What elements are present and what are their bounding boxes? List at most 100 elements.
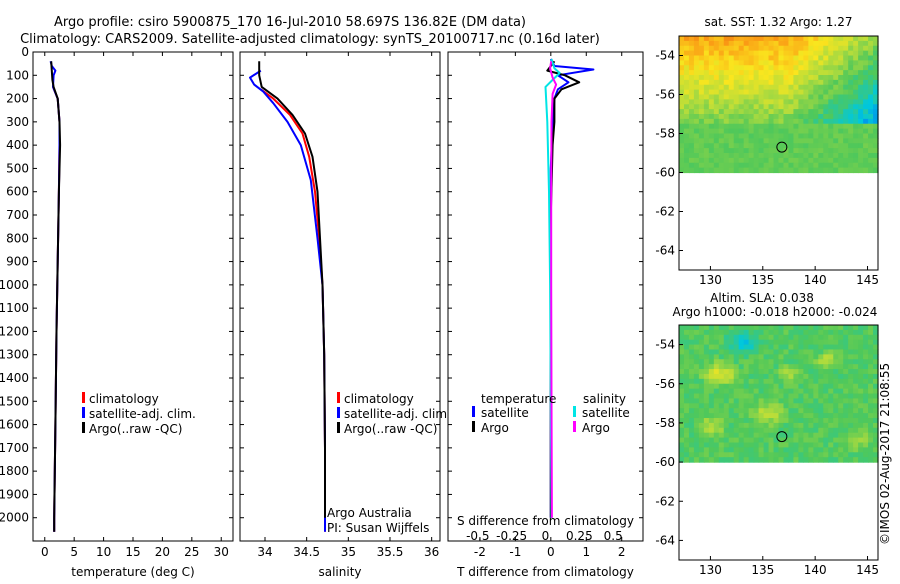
sst-map-cell <box>713 104 720 110</box>
sla-map-cell <box>828 422 834 429</box>
sst-map-cell <box>838 167 844 174</box>
sla-map-cell <box>723 334 730 341</box>
sst-map-cell <box>873 65 879 71</box>
sla-map-cell <box>788 325 795 331</box>
sst-map-cell <box>733 118 740 125</box>
sst-map-cell <box>868 104 874 110</box>
sst-map-cell <box>773 143 780 149</box>
sla-map-cell <box>788 418 795 424</box>
sla-map-cell <box>778 354 785 360</box>
sst-map-cell <box>743 167 750 174</box>
sla-map-cell <box>708 373 715 380</box>
sst-map-cell <box>723 36 730 42</box>
sst-map-cell <box>713 153 720 159</box>
sla-map-cell <box>768 334 775 341</box>
sst-map-cell <box>753 55 760 61</box>
sla-map-cell <box>728 432 735 439</box>
sst-map-cell <box>708 123 715 130</box>
sla-map-cell <box>713 325 720 331</box>
sst-map-cell <box>758 55 765 61</box>
sst-map-cell <box>748 70 755 76</box>
sla-map-cell <box>723 339 730 346</box>
sla-map-cell <box>693 359 700 365</box>
sst-map-cell <box>813 133 819 139</box>
sst-map-cell <box>818 128 824 135</box>
sst-map-cell <box>763 153 770 159</box>
sla-map-cell <box>788 383 795 390</box>
sst-map-cell <box>738 60 745 66</box>
sla-map-cell <box>873 344 879 351</box>
sla-map-cell <box>873 349 879 355</box>
sla-map-cell <box>733 364 740 370</box>
sst-map-cell <box>838 143 844 149</box>
differences-xtick-label: 2 <box>618 545 626 559</box>
sst-map-cell <box>808 118 814 125</box>
sst-map-cell <box>748 36 755 42</box>
sst-map-cell <box>853 99 859 105</box>
sst-map-cell <box>808 133 814 139</box>
sst-map-cell <box>698 50 705 57</box>
sst-map-cell <box>778 148 785 154</box>
sla-map-cell <box>833 408 839 414</box>
sst-map-cell <box>848 55 854 61</box>
sla-map-cell <box>758 344 765 351</box>
sla-map-cell <box>733 437 740 444</box>
sst-map-cell <box>848 50 854 57</box>
sla-map-cell <box>843 442 849 448</box>
sst-map-cell <box>703 104 710 110</box>
sst-map-cell <box>703 148 710 154</box>
sst-map-cell <box>848 36 854 42</box>
sla-map-cell <box>873 413 879 419</box>
sst-map-cell <box>838 157 844 164</box>
sla-map-cell <box>679 413 685 419</box>
sla-map-cell <box>798 359 804 365</box>
sla-map-cell <box>713 427 720 434</box>
legend-label-s: satellite <box>582 406 630 420</box>
sla-map-cell <box>868 344 874 351</box>
sla-map-cell <box>788 359 795 365</box>
sla-map-cell <box>853 408 859 414</box>
sst-map-cell <box>818 118 824 125</box>
sla-map-cell <box>683 369 690 375</box>
sla-map-cell <box>798 413 804 419</box>
sla-map-cell <box>853 383 859 390</box>
sla-map-cell <box>743 393 750 400</box>
sst-map-cell <box>733 167 740 174</box>
sla-map-cell <box>738 388 745 395</box>
sla-map-cell <box>679 418 685 424</box>
sst-map-cell <box>733 60 740 66</box>
sst-map-cell <box>773 60 780 66</box>
sla-map-cell <box>808 422 814 429</box>
sst-map-cell <box>858 40 864 47</box>
sla-map-cell <box>728 344 735 351</box>
sla-map-cell <box>828 403 834 409</box>
sla-map-cell <box>813 398 819 404</box>
sla-map-cell <box>688 393 695 400</box>
sla-map-cell <box>828 418 834 424</box>
sla-map-cell <box>683 447 690 453</box>
sla-map-cell <box>863 442 869 448</box>
sla-map-cell <box>693 408 700 414</box>
sst-map-cell <box>773 133 780 139</box>
sst-map-cell <box>868 94 874 100</box>
sst-map-cell <box>868 40 874 47</box>
sst-map-cell <box>688 104 695 110</box>
sla-map-cell <box>708 349 715 355</box>
sst-map-cell <box>863 162 869 169</box>
sla-map-cell <box>843 349 849 355</box>
sla-map-cell <box>838 422 844 429</box>
sla-map-cell <box>688 418 695 424</box>
sla-map-cell <box>798 447 804 453</box>
sst-map-cell <box>768 70 775 76</box>
sla-map-cell <box>728 383 735 390</box>
sla-map-cell <box>723 437 730 444</box>
sst-map-cell <box>823 40 829 47</box>
sla-map-cell <box>718 329 725 336</box>
sla-map-cell <box>768 457 775 463</box>
sst-map-cell <box>813 99 819 105</box>
sla-map-cell <box>693 349 700 355</box>
sst-map-cell <box>683 148 690 154</box>
sla-map-cell <box>823 383 829 390</box>
sla-map-cell <box>863 378 869 385</box>
sla-map-cell <box>868 369 874 375</box>
